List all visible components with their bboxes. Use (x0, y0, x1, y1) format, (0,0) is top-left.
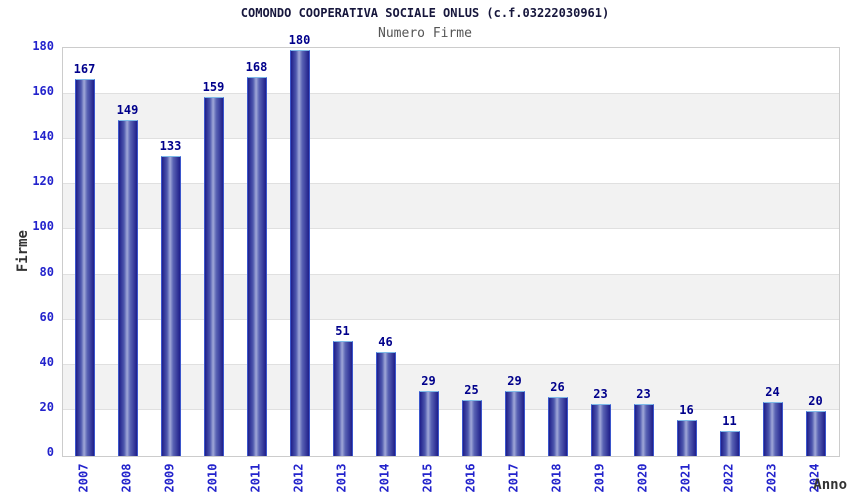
grid-band (63, 183, 839, 229)
gridline (63, 318, 839, 320)
x-tick-label: 2022 (721, 463, 736, 493)
bar-value-label: 23 (636, 387, 651, 401)
bar-2020 (633, 404, 654, 456)
x-tick-label: 2014 (377, 463, 392, 493)
bar-2010 (203, 97, 224, 456)
gridline (63, 228, 839, 230)
x-tick-label: 2015 (420, 463, 435, 493)
bar-value-label: 25 (464, 383, 479, 397)
chart-subtitle: Numero Firme (378, 26, 472, 41)
x-tick-label: 2010 (205, 463, 220, 493)
bar-value-label: 24 (765, 385, 780, 399)
x-tick-label: 2019 (592, 463, 607, 493)
gridline (63, 183, 839, 185)
grid-band (63, 363, 839, 409)
y-tick-label: 0 (46, 445, 54, 459)
bar-2016 (461, 400, 482, 456)
gridline (63, 363, 839, 365)
x-tick-label: 2012 (291, 463, 306, 493)
bar-value-label: 26 (550, 380, 565, 394)
bar-value-label: 159 (202, 80, 225, 94)
bar-2019 (590, 404, 611, 456)
bar-value-label: 29 (421, 374, 436, 388)
x-axis-title: Anno (813, 477, 847, 493)
bar-value-label: 20 (808, 394, 823, 408)
grid-band (63, 93, 839, 139)
chart-title: COMONDO COOPERATIVA SOCIALE ONLUS (c.f.0… (240, 6, 610, 20)
x-tick-label: 2007 (76, 463, 91, 493)
x-tick-label: 2021 (678, 463, 693, 493)
bar-2007 (74, 79, 95, 456)
bar-2012 (289, 50, 310, 456)
x-tick-label: 2016 (463, 463, 478, 493)
bar-2008 (117, 120, 138, 456)
bar-value-label: 133 (159, 139, 182, 153)
gridline (63, 273, 839, 275)
bar-2023 (762, 402, 783, 456)
y-tick-label: 20 (39, 399, 54, 414)
bar-value-label: 46 (378, 335, 393, 349)
bar-value-label: 29 (507, 374, 522, 388)
bar-2014 (375, 352, 396, 456)
bar-value-label: 149 (116, 103, 139, 117)
gridline (63, 93, 839, 95)
plot-area: 167 149 133 159 168 180 51 46 29 25 29 26 23 23 16 11 24… (62, 33, 840, 457)
bar-value-label: 168 (245, 60, 268, 74)
y-tick-label: 160 (32, 84, 54, 99)
y-tick-label: 180 (32, 39, 54, 53)
bar-value-label: 16 (679, 403, 694, 417)
x-tick-label: 2018 (549, 463, 564, 493)
bar-value-label: 11 (722, 414, 737, 428)
bar-2009 (160, 156, 181, 456)
y-tick-label: 60 (39, 309, 54, 324)
y-tick-label: 100 (32, 219, 54, 234)
x-tick-label: 2013 (334, 463, 349, 493)
bar-2015 (418, 391, 439, 456)
bar-2018 (547, 397, 568, 456)
bar-value-label: 180 (288, 33, 311, 47)
x-tick-label: 2008 (119, 463, 134, 493)
bar-value-label: 51 (335, 324, 350, 338)
y-tick-label: 80 (39, 264, 54, 279)
y-axis: 0 20 40 60 80 100 120 140 160 180 (0, 39, 54, 459)
gridline (63, 408, 839, 410)
bar-value-label: 23 (593, 387, 608, 401)
bar-2021 (676, 420, 697, 456)
x-tick-label: 2009 (162, 463, 177, 493)
bar-2013 (332, 341, 353, 456)
bar-value-label: 167 (73, 62, 96, 76)
bar-2011 (246, 77, 267, 456)
bar-2017 (504, 391, 525, 456)
x-tick-label: 2011 (248, 463, 263, 493)
x-axis: 2007 2008 2009 2010 2011 2012 2013 2014 2015 2016… (62, 455, 838, 500)
bar-2024 (805, 411, 826, 456)
y-tick-label: 120 (32, 174, 54, 189)
x-tick-label: 2023 (764, 463, 779, 493)
x-tick-label: 2020 (635, 463, 650, 493)
y-tick-label: 140 (32, 129, 54, 144)
grid-band (63, 273, 839, 319)
x-tick-label: 2017 (506, 463, 521, 493)
gridline (63, 138, 839, 140)
y-tick-label: 40 (39, 354, 54, 369)
bar-2022 (719, 431, 740, 456)
